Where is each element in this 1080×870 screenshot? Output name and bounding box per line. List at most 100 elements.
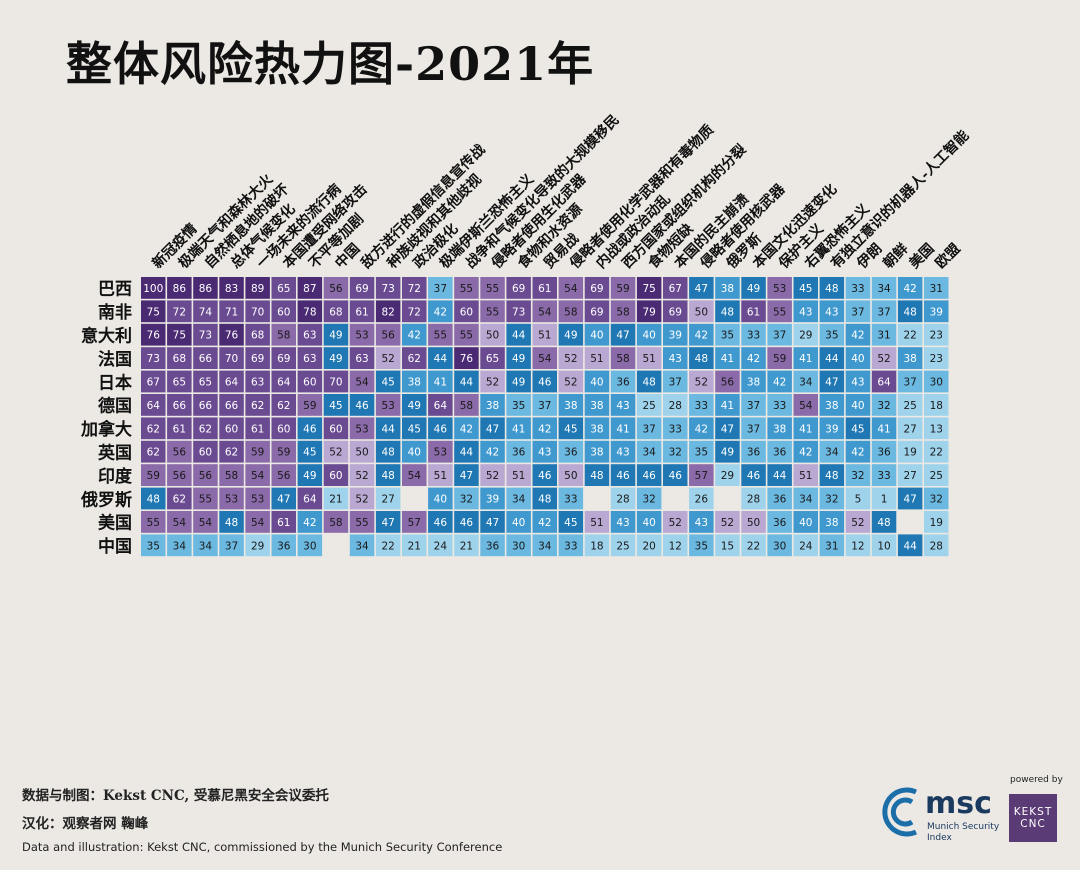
heatmap-cell (924, 534, 949, 557)
heatmap-cell (349, 440, 375, 463)
cell-value: 30 (773, 540, 786, 552)
cell-value: 46 (434, 423, 448, 435)
cell-value: 43 (669, 353, 682, 365)
heatmap-cell (532, 394, 557, 416)
heatmap-cell (793, 417, 818, 440)
heatmap-cell (454, 347, 479, 369)
cell-value: 33 (747, 330, 760, 342)
heatmap-cell (323, 487, 349, 510)
cell-value: 44 (381, 423, 395, 435)
heatmap-cell (924, 440, 949, 463)
heatmap-cell (402, 511, 427, 533)
heatmap-cell (323, 370, 349, 393)
cell-value: 25 (616, 540, 629, 552)
cell-value: 36 (773, 447, 787, 459)
cell-value: 36 (747, 447, 761, 459)
cell-value: 45 (564, 423, 577, 435)
heatmap-cell (871, 440, 897, 463)
heatmap-cell (610, 417, 636, 440)
heatmap-cell (323, 511, 349, 533)
heatmap-cell (584, 534, 610, 557)
cell-value: 73 (381, 283, 394, 295)
cell-value: 70 (251, 306, 264, 318)
cell-value: 26 (695, 494, 709, 506)
heatmap-cell (741, 534, 766, 557)
heatmap-cell (845, 417, 871, 440)
cell-value: 18 (590, 540, 603, 552)
cell-value: 52 (381, 353, 394, 365)
heatmap-cell (271, 440, 296, 463)
heatmap-cell (193, 370, 218, 393)
heatmap-cell (897, 440, 923, 463)
cell-value: 100 (143, 283, 163, 295)
cell-value: 66 (173, 400, 187, 412)
heatmap-cell (610, 464, 636, 486)
cell-value: 64 (434, 400, 448, 412)
heatmap-cell (584, 464, 610, 486)
heatmap-cell (715, 464, 740, 486)
heatmap-cell (793, 464, 818, 486)
cell-value: 64 (877, 377, 891, 389)
cell-value: 32 (460, 494, 473, 506)
cell-value: 49 (512, 377, 525, 389)
cell-value: 38 (747, 377, 760, 389)
heatmap-cell (924, 277, 949, 299)
heatmap-cell (219, 440, 244, 463)
msc-logo-text: msc (925, 786, 992, 821)
heatmap-cell (167, 534, 192, 557)
cell-value: 42 (695, 330, 708, 342)
cell-value: 58 (277, 330, 290, 342)
heatmap-cell (558, 464, 584, 486)
heatmap-cell (297, 277, 323, 299)
cell-value: 36 (773, 517, 787, 529)
heatmap-cell (375, 417, 401, 440)
heatmap-cell (428, 347, 453, 369)
cell-value: 54 (538, 353, 552, 365)
cell-value: 38 (486, 400, 499, 412)
cell-value: 60 (225, 423, 238, 435)
cell-value: 65 (277, 283, 290, 295)
cell-value: 47 (460, 470, 473, 482)
cell-value: 38 (590, 400, 603, 412)
heatmap-cell (610, 394, 636, 416)
cell-value: 33 (564, 540, 577, 552)
cell-value: 61 (538, 283, 551, 295)
heatmap-cell (271, 323, 296, 346)
cell-value: 24 (799, 540, 813, 552)
column-label: 朝鲜 (880, 240, 912, 272)
cell-value: 31 (877, 330, 890, 342)
heatmap-cell (454, 511, 479, 533)
heatmap-cell (480, 370, 505, 393)
heatmap-cell (584, 511, 610, 533)
heatmap-cell (480, 323, 505, 346)
cell-value: 64 (277, 377, 291, 389)
heatmap-cell (297, 440, 323, 463)
heatmap-cell (532, 534, 557, 557)
cell-value: 42 (695, 423, 708, 435)
heatmap-cell (793, 300, 818, 323)
heatmap-cell (245, 464, 270, 486)
heatmap-cell (245, 277, 270, 299)
cell-value: 41 (877, 423, 890, 435)
heatmap-cell (924, 370, 949, 393)
cell-value: 40 (590, 330, 603, 342)
heatmap-cell (375, 347, 401, 369)
cell-value: 56 (173, 447, 187, 459)
heatmap-cell (845, 394, 871, 416)
heatmap-cell (610, 277, 636, 299)
cell-value: 44 (460, 377, 474, 389)
heatmap-cell (767, 534, 792, 557)
heatmap-cell (219, 464, 244, 486)
heatmap-cell (663, 394, 688, 416)
heatmap-cell (715, 370, 740, 393)
cell-value: 42 (303, 517, 316, 529)
cell-value: 12 (851, 540, 864, 552)
heatmap-cell (245, 534, 270, 557)
cell-value: 52 (486, 470, 499, 482)
heatmap-cell (741, 347, 766, 369)
heatmap-cell (193, 417, 218, 440)
cell-value: 56 (199, 470, 213, 482)
cell-value: 28 (669, 400, 682, 412)
cell-value: 60 (460, 306, 473, 318)
cell-value: 23 (930, 330, 943, 342)
